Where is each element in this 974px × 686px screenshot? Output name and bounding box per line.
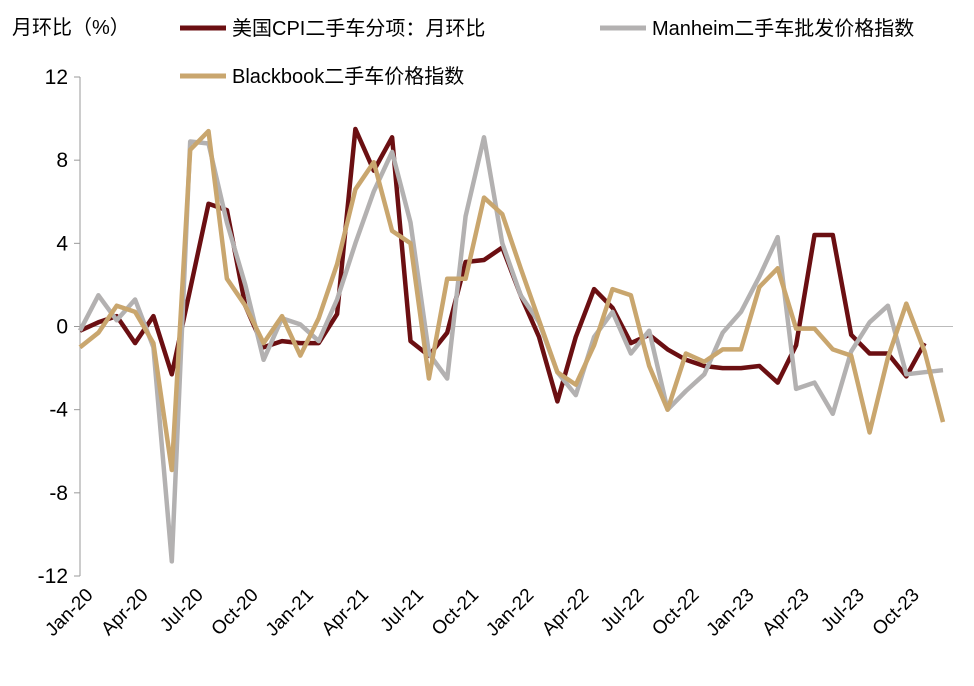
y-tick-label: 8 [56,149,68,172]
x-tick-label: Oct-21 [428,585,483,640]
series-line [79,126,927,404]
x-tick-label: Apr-21 [318,585,373,640]
legend-label: 美国CPI二手车分项：月环比 [232,17,485,40]
series-line [78,135,944,564]
y-tick-label: -4 [49,399,68,422]
legend-label: Manheim二手车批发价格指数 [652,17,914,40]
x-tick-label: Jan-22 [482,585,538,641]
x-tick-label: Jul-22 [597,585,648,636]
legend-label: Blackbook二手车价格指数 [232,65,464,88]
x-tick-label: Jan-20 [42,585,98,641]
x-tick-label: Jan-23 [703,585,759,641]
y-tick-label: 4 [56,232,68,255]
x-tick-label: Jan-21 [262,585,318,641]
y-axis-label: 月环比（%） [12,16,130,39]
x-tick-label: Oct-20 [208,585,263,640]
x-tick-label: Oct-23 [869,585,924,640]
x-tick-label: Apr-22 [538,585,593,640]
series-line [78,128,946,473]
y-tick-label: 0 [56,316,68,339]
y-tick-label: -8 [49,482,68,505]
x-tick-label: Jul-20 [156,585,207,636]
y-tick-label: -12 [38,565,68,588]
x-tick-label: Apr-20 [97,585,152,640]
x-tick-label: Oct-22 [648,585,703,640]
y-tick-label: 12 [45,66,68,89]
x-tick-label: Apr-23 [758,585,813,640]
x-tick-label: Jul-21 [377,585,428,636]
x-tick-label: Jul-23 [817,585,868,636]
